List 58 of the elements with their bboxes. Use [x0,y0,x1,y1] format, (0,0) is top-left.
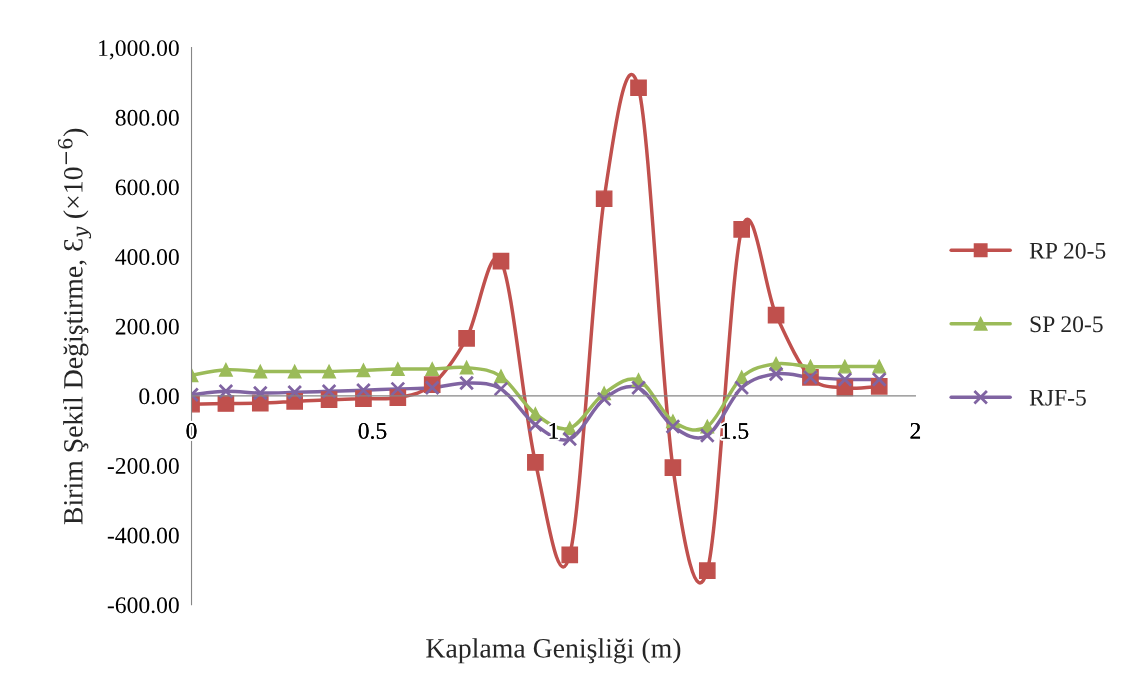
point [768,366,784,382]
point [630,380,647,396]
point [665,418,681,435]
point [322,364,337,379]
point [871,371,887,388]
y-tick-label: -600.00 [107,597,179,614]
point [767,306,785,324]
point [287,364,302,379]
point [458,330,475,347]
legend-label: RJF-5 [1029,389,1086,406]
point [494,369,508,384]
point [630,79,647,97]
legend-label: RP 20-5 [1029,242,1106,259]
point [321,383,337,399]
point [390,381,406,397]
x-tick-label: 0 [186,422,197,439]
y-tick-label: 400.00 [115,249,179,266]
point [492,252,510,270]
point [253,364,268,379]
y-tick-label: 600.00 [115,179,179,196]
x-tick-label: 0.5 [358,422,387,439]
point [356,363,371,378]
point [459,360,474,375]
point [837,359,852,374]
y-tick-label: -200.00 [107,457,179,474]
x-axis-title: Kaplama Genişliği (m) [426,638,681,664]
point [218,383,234,399]
y-axis-title: Birim Şekil Değiştirme, Ɛ$_{y}$ (×10$^{−6}$) [57,128,92,525]
point [595,190,613,208]
y-tick-label: 1,000.00 [99,40,179,60]
point [527,453,544,471]
point [527,417,544,433]
y-tick-label: 800.00 [115,109,179,126]
point [458,375,475,391]
x-tick-label: 2 [910,422,921,439]
point [528,406,543,421]
point [561,546,579,564]
y-tick-label: -400.00 [107,527,179,544]
point [733,221,751,238]
point [390,362,405,376]
point [734,380,750,396]
point [355,382,372,398]
point [425,362,440,376]
point [872,359,887,374]
point [218,362,233,377]
point [596,391,612,407]
point [562,431,578,447]
y-tick-label: 0.00 [139,388,179,405]
point [664,459,682,476]
y-tick-label: 200.00 [115,318,179,335]
point [424,380,440,396]
point [698,562,716,579]
point [699,427,715,444]
point [493,381,509,397]
point [252,385,268,401]
legend-label: SP 20-5 [1030,316,1103,333]
point [837,371,853,388]
point [287,384,303,400]
